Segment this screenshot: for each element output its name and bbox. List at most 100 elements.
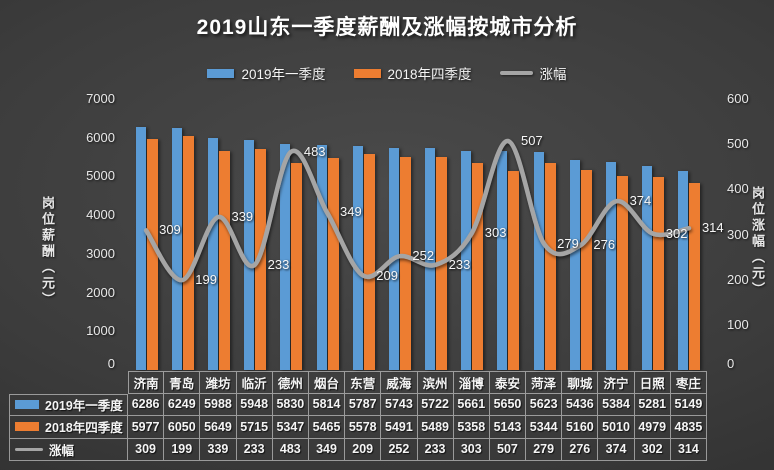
bar-current-quarter [171, 128, 182, 370]
bar-previous-quarter [436, 157, 448, 370]
table-legend-bar-key-icon [15, 400, 39, 410]
y-axis-left-tick: 5000 [86, 168, 115, 184]
bar-previous-quarter [291, 162, 303, 370]
line-value-label: 233 [267, 256, 290, 272]
line-value-label: 309 [159, 222, 181, 238]
table-value-cell: 276 [562, 438, 599, 461]
table-value-cell: 6050 [164, 416, 201, 439]
data-table: 济南 青岛 潍坊 临沂 德州 烟台 东营 威海 滨州 淄博 泰安 菏泽 聊城 济宁 日照 枣庄 2019年一季度… [9, 371, 707, 461]
table-value-cell: 483 [272, 438, 309, 461]
y-axis-right-tick: 0 [727, 356, 735, 371]
line-value-label: 314 [701, 220, 724, 236]
table-value-cell: 5281 [634, 393, 671, 416]
table-value-cell: 5650 [489, 393, 527, 416]
table-value-cell: 5436 [562, 393, 599, 416]
table-value-cell: 5787 [345, 393, 382, 416]
legend-label: 涨幅 [539, 67, 567, 82]
line-value-label: 209 [376, 267, 398, 283]
legend-item: 2019年一季度 [207, 63, 326, 83]
table-value-cell: 5143 [489, 416, 527, 439]
line-value-label: 483 [303, 143, 326, 159]
bar-current-quarter [388, 147, 399, 370]
y-axis-left-tick: 0 [107, 356, 115, 371]
bar-previous-quarter [218, 151, 230, 370]
table-city-header-cell: 德州 [272, 371, 309, 394]
table-value-cell: 5623 [526, 393, 563, 416]
chart-title: 2019山东一季度薪酬及涨幅按城市分析 [196, 16, 578, 39]
line-value-label: 349 [340, 204, 362, 220]
bar-current-quarter [316, 144, 327, 370]
bar-previous-quarter [617, 176, 629, 370]
table-value-cell: 5743 [381, 393, 418, 416]
y-axis-left-tick: 2000 [86, 284, 115, 300]
table-value-cell: 5948 [236, 393, 273, 416]
table-value-cell: 5160 [562, 416, 599, 439]
line-value-label: 507 [520, 133, 543, 148]
table-city-header-cell: 菏泽 [526, 371, 563, 394]
line-value-label: 339 [231, 208, 254, 224]
table-value-cell: 5661 [453, 393, 490, 416]
table-city-header-cell: 泰安 [489, 371, 527, 394]
bar-current-quarter [606, 161, 617, 370]
table-city-header-cell: 东营 [345, 371, 382, 394]
y-axis-right-tick: 400 [727, 181, 749, 197]
table-value-cell: 5722 [417, 393, 454, 416]
line-value-label: 199 [195, 272, 217, 288]
chart-legend: 2019年一季度 2018年四季度 涨幅 [0, 64, 774, 82]
bar-current-quarter [207, 138, 218, 370]
y-axis-left-title: 岗位薪酬（元） [40, 196, 55, 308]
table-value-cell: 374 [598, 438, 635, 461]
table-value-cell: 5578 [345, 416, 382, 439]
table-value-cell: 5977 [128, 416, 165, 439]
table-row-label-text: 2019年一季度 [45, 399, 123, 414]
table-city-header-cell: 滨州 [417, 371, 454, 394]
legend-label: 2018年四季度 [387, 67, 472, 82]
y-axis-left-tick: 3000 [86, 245, 115, 261]
y-axis-right-tick: 600 [727, 91, 749, 106]
legend-label: 2019年一季度 [241, 67, 326, 82]
table-value-cell: 5347 [272, 416, 309, 439]
table-value-cell: 5814 [308, 393, 346, 416]
table-row-label: 2018年四季度 [9, 416, 128, 439]
table-value-cell: 5465 [308, 416, 346, 439]
bar-previous-quarter [327, 158, 339, 370]
y-axis-left-tick: 6000 [86, 129, 115, 145]
table-value-cell: 5010 [598, 416, 635, 439]
legend-bar-key-icon [207, 68, 235, 78]
table-value-cell: 4979 [634, 416, 671, 439]
bar-previous-quarter [182, 135, 194, 370]
table-value-cell: 6249 [164, 393, 201, 416]
line-value-label: 303 [484, 225, 507, 241]
table-city-header-cell: 淄博 [453, 371, 490, 394]
bar-current-quarter [497, 151, 508, 370]
table-value-cell: 5344 [526, 416, 563, 439]
legend-line-key-icon [499, 71, 533, 75]
bar-current-quarter [533, 152, 544, 370]
line-value-label: 374 [629, 193, 652, 209]
table-value-cell: 5489 [417, 416, 454, 439]
table-legend-bar-key-icon [15, 422, 39, 432]
table-row-label-text: 2018年四季度 [45, 421, 123, 436]
bar-previous-quarter [399, 157, 411, 370]
bar-previous-quarter [544, 163, 556, 370]
table-value-cell: 6286 [128, 393, 165, 416]
table-value-cell: 5649 [200, 416, 237, 439]
y-axis-left-tick: 7000 [86, 91, 115, 106]
table-value-cell: 339 [200, 438, 237, 461]
bar-previous-quarter [363, 154, 375, 370]
table-corner-cell [9, 371, 128, 394]
table-value-cell: 252 [381, 438, 418, 461]
bar-previous-quarter [689, 182, 701, 370]
table-city-header-cell: 潍坊 [200, 371, 237, 394]
legend-bar-key-icon [353, 68, 381, 78]
table-city-header-cell: 济宁 [598, 371, 635, 394]
bar-previous-quarter [508, 170, 520, 370]
legend-item: 涨幅 [499, 63, 567, 83]
table-value-cell: 5715 [236, 416, 273, 439]
table-value-cell: 507 [489, 438, 527, 461]
table-value-cell: 4835 [670, 416, 707, 439]
bar-current-quarter [569, 159, 580, 370]
table-value-cell: 199 [164, 438, 201, 461]
legend-item: 2018年四季度 [353, 63, 472, 83]
